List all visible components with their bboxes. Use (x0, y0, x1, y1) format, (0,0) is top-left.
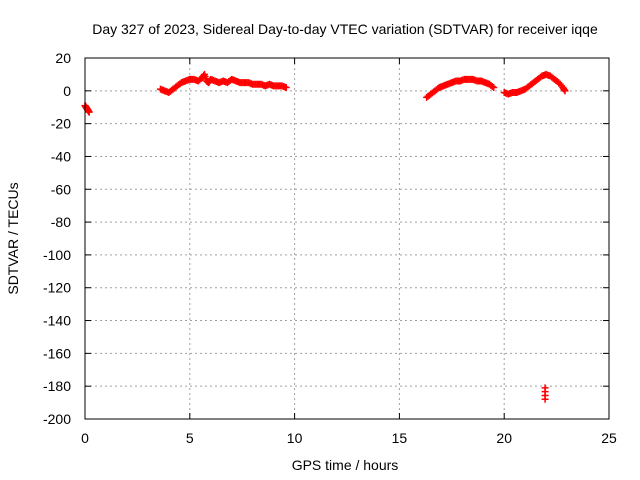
y-tick-label: -180 (43, 378, 71, 394)
y-tick-label: 0 (63, 83, 71, 99)
y-tick-label: -40 (51, 148, 71, 164)
x-tick-label: 10 (287, 430, 303, 446)
x-axis-label: GPS time / hours (292, 457, 399, 473)
x-tick-label: 5 (186, 430, 194, 446)
y-tick-label: -200 (43, 411, 71, 427)
x-tick-label: 20 (496, 430, 512, 446)
y-tick-label: -80 (51, 214, 71, 230)
x-tick-label: 25 (601, 430, 617, 446)
series-arc3 (423, 75, 498, 101)
y-tick-label: -140 (43, 313, 71, 329)
y-tick-label: -100 (43, 247, 71, 263)
chart-title: Day 327 of 2023, Sidereal Day-to-day VTE… (92, 21, 598, 37)
series-arc1 (81, 102, 93, 116)
series-arc2 (156, 70, 290, 96)
series-arc4 (500, 70, 569, 403)
y-axis-label: SDTVAR / TECUs (5, 182, 21, 294)
y-tick-label: -160 (43, 345, 71, 361)
data-point-marker (561, 87, 569, 95)
y-tick-label: -20 (51, 116, 71, 132)
plot-area-frame (84, 57, 610, 420)
y-axis-ticks: 20 0 -20 -40 -60 -80 -100 -120 -140 -160 -180 -200 (43, 50, 609, 427)
y-tick-label: -60 (51, 181, 71, 197)
data-point-marker (490, 84, 498, 92)
x-axis-ticks: 0 5 10 15 20 25 (81, 58, 617, 446)
data-point-marker (282, 84, 290, 92)
grid-lines (85, 58, 609, 419)
data-point-marker (488, 82, 496, 90)
data-point-marker (541, 395, 549, 403)
data-point-marker (85, 108, 93, 116)
x-tick-label: 15 (392, 430, 408, 446)
y-tick-label: 20 (55, 50, 71, 66)
x-tick-label: 0 (81, 430, 89, 446)
data-points (81, 70, 569, 403)
y-tick-label: -120 (43, 280, 71, 296)
